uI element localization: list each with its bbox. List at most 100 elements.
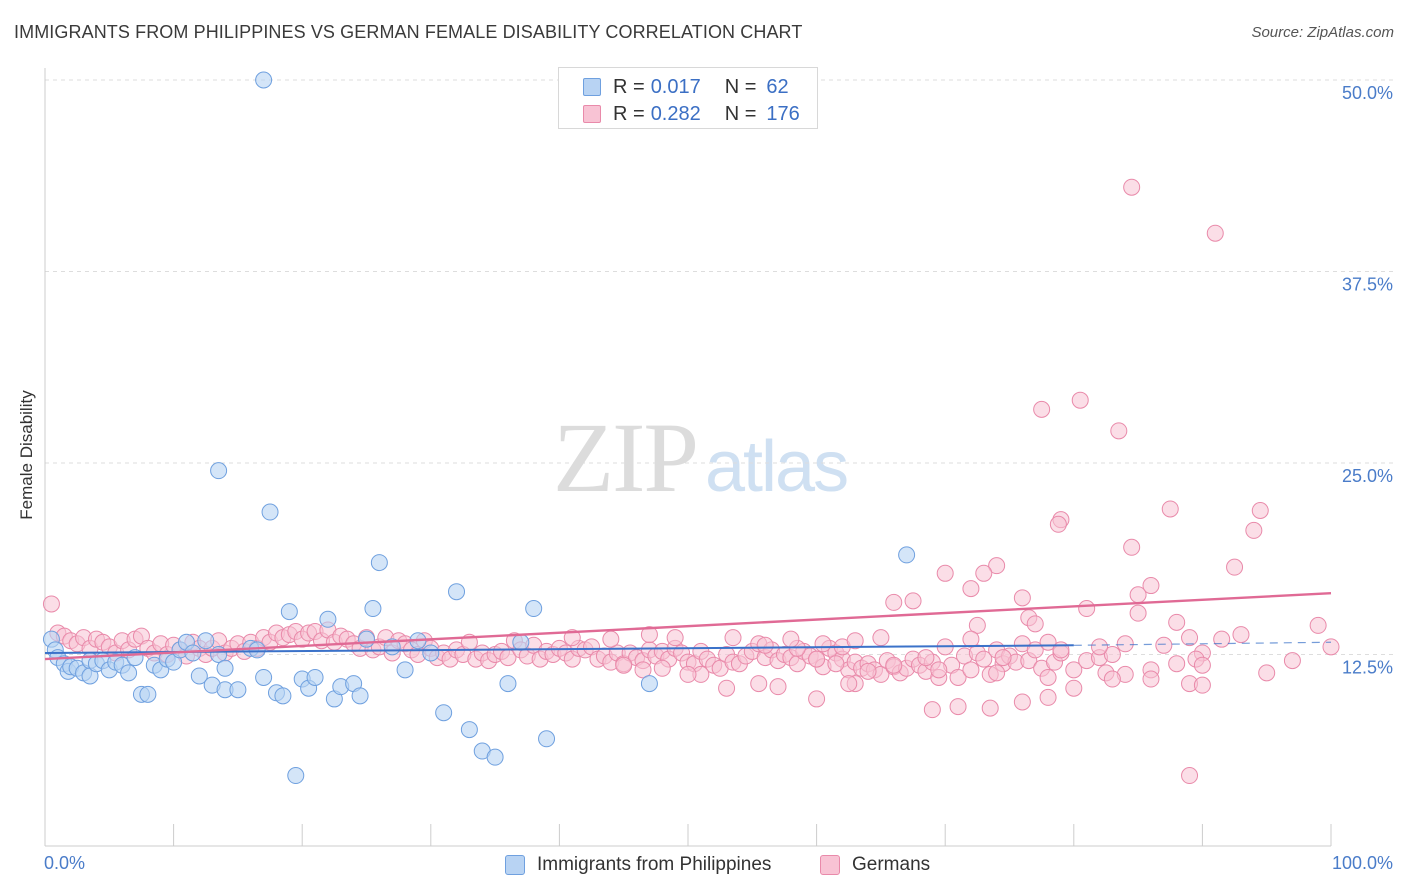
legend-row-philippines: R = 0.017 N = 62 bbox=[583, 75, 789, 99]
chart-title: IMMIGRANTS FROM PHILIPPINES VS GERMAN FE… bbox=[14, 22, 803, 42]
germans-point bbox=[1142, 577, 1160, 595]
legend-swatch-blue bbox=[583, 78, 601, 96]
philippines-point bbox=[287, 767, 305, 785]
philippines-point bbox=[139, 685, 157, 703]
philippines-point bbox=[351, 687, 369, 705]
germans-point bbox=[1155, 636, 1173, 654]
germans-point bbox=[1052, 641, 1070, 659]
philippines-point bbox=[229, 681, 247, 699]
philippines-point bbox=[486, 748, 504, 766]
legend-r-label: R = bbox=[613, 75, 645, 98]
germans-point bbox=[923, 701, 941, 719]
germans-point bbox=[718, 679, 736, 697]
germans-point bbox=[750, 675, 768, 693]
germans-point bbox=[1322, 638, 1340, 656]
philippines-point bbox=[255, 668, 273, 686]
philippines-point bbox=[538, 730, 556, 748]
philippines-point bbox=[248, 641, 266, 659]
germans-point bbox=[1078, 600, 1096, 618]
x-tick-label: 100.0% bbox=[1332, 853, 1393, 873]
philippines-point bbox=[210, 462, 228, 480]
germans-point bbox=[1168, 613, 1186, 631]
germans-point bbox=[1103, 670, 1121, 688]
germans-point bbox=[653, 659, 671, 677]
bottom-legend-label-pink: Germans bbox=[852, 854, 931, 875]
philippines-point bbox=[216, 659, 234, 677]
germans-point bbox=[814, 635, 832, 653]
germans-point bbox=[563, 629, 581, 647]
legend-n-value: 62 bbox=[766, 75, 789, 98]
bottom-legend-germans: Germans bbox=[820, 852, 930, 878]
germans-point bbox=[949, 698, 967, 716]
germans-point bbox=[1039, 668, 1057, 686]
germans-point bbox=[994, 649, 1012, 667]
germans-point bbox=[1049, 515, 1067, 533]
germans-point bbox=[1181, 629, 1199, 647]
watermark-zip: ZIP bbox=[553, 402, 699, 513]
germans-point bbox=[1226, 558, 1244, 576]
germans-point bbox=[1123, 178, 1141, 196]
watermark-atlas: atlas bbox=[705, 427, 849, 507]
philippines-point bbox=[306, 668, 324, 686]
philippines-trend-line bbox=[44, 644, 1074, 654]
y-tick-label: 25.0% bbox=[1342, 466, 1393, 486]
germans-point bbox=[1161, 500, 1179, 518]
germans-point bbox=[1168, 655, 1186, 673]
germans-point bbox=[1039, 688, 1057, 706]
germans-point bbox=[859, 662, 877, 680]
germans-point bbox=[1091, 638, 1109, 656]
philippines-point bbox=[422, 644, 440, 662]
philippines-point bbox=[512, 633, 530, 651]
philippines-point bbox=[640, 675, 658, 693]
germans-point bbox=[808, 650, 826, 668]
germans-point bbox=[1232, 626, 1250, 644]
germans-point bbox=[840, 675, 858, 693]
germans-point bbox=[1245, 521, 1263, 539]
germans-point bbox=[634, 661, 652, 679]
germans-point bbox=[1193, 656, 1211, 674]
legend-r-value: 0.282 bbox=[650, 102, 701, 125]
germans-point bbox=[1181, 767, 1199, 785]
germans-point bbox=[1206, 224, 1224, 242]
germans-point bbox=[808, 690, 826, 708]
philippines-point bbox=[261, 503, 279, 521]
germans-point bbox=[872, 629, 890, 647]
philippines-point bbox=[358, 630, 375, 648]
germans-point bbox=[975, 564, 993, 582]
germans-point bbox=[930, 661, 948, 679]
legend-r-label: R = bbox=[613, 102, 645, 125]
germans-point bbox=[1129, 604, 1147, 622]
germans-point bbox=[1026, 615, 1044, 633]
germans-point bbox=[962, 580, 980, 598]
philippines-point bbox=[460, 721, 478, 739]
legend-r-value: 0.017 bbox=[650, 75, 701, 98]
germans-point bbox=[904, 592, 922, 610]
germans-point bbox=[1013, 589, 1031, 607]
philippines-point bbox=[525, 600, 543, 618]
legend-swatch-pink bbox=[583, 105, 601, 123]
legend-n-value: 176 bbox=[766, 102, 800, 125]
source-label: Source: ZipAtlas.com bbox=[1251, 24, 1394, 41]
germans-point bbox=[1103, 646, 1121, 663]
germans-point bbox=[1110, 422, 1128, 440]
y-tick-label: 12.5% bbox=[1342, 658, 1393, 678]
germans-point bbox=[782, 630, 800, 648]
germans-point bbox=[1142, 670, 1160, 688]
philippines-point bbox=[190, 667, 208, 685]
bottom-legend-swatch-blue bbox=[505, 855, 525, 875]
trend-lines bbox=[44, 592, 1332, 661]
germans-point bbox=[769, 678, 787, 696]
germans-point bbox=[1116, 635, 1134, 653]
germans-point bbox=[679, 665, 697, 683]
philippines-point bbox=[274, 687, 292, 705]
germans-trend-line bbox=[44, 592, 1332, 661]
germans-point bbox=[1193, 676, 1211, 694]
legend-row-germans: R = 0.282 N = 176 bbox=[583, 102, 800, 126]
bottom-legend-philippines: Immigrants from Philippines bbox=[505, 852, 771, 878]
philippines-points bbox=[42, 71, 916, 785]
germans-point bbox=[949, 668, 967, 686]
tick-labels: 12.5% 25.0% 37.5% 50.0% 0.0% 100.0% bbox=[44, 83, 1393, 873]
germans-point bbox=[885, 656, 903, 674]
germans-point bbox=[988, 557, 1006, 575]
germans-point bbox=[846, 632, 864, 650]
